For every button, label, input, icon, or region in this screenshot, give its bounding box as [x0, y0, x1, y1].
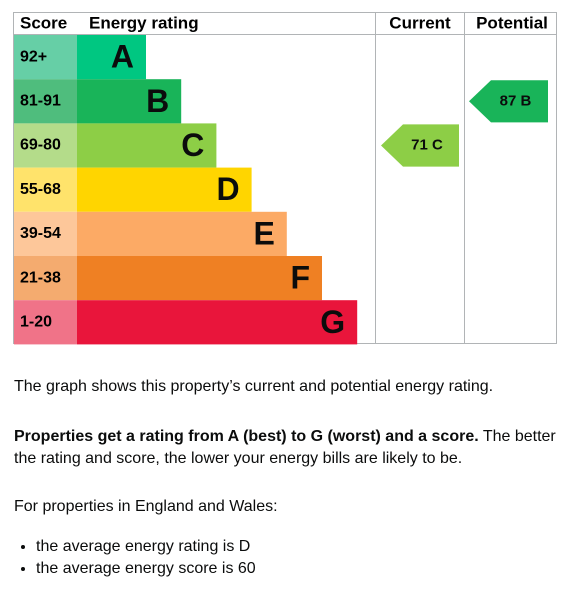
- header-current: Current: [389, 13, 451, 32]
- rating-bar: [77, 123, 217, 168]
- score-label: 92+: [20, 48, 47, 65]
- score-cell: [14, 167, 77, 212]
- rating-bar: [77, 300, 358, 345]
- text: The better the rating and score, the low…: [14, 428, 556, 467]
- score-label: 39-54: [20, 225, 61, 242]
- current-arrow: [381, 124, 459, 167]
- rating-letter: F: [290, 260, 310, 296]
- rating-letter: A: [111, 39, 134, 75]
- potential-label: 87 B: [500, 92, 532, 109]
- score-label: 69-80: [20, 137, 61, 154]
- epc-chart: Score Energy rating Current Potential 92…: [13, 12, 557, 345]
- rating-letter: G: [320, 304, 345, 340]
- bold-text: Properties get a rating from A (best) to…: [14, 428, 479, 445]
- rating-letter: D: [216, 171, 239, 207]
- score-cell: [14, 35, 77, 80]
- score-cell: [14, 300, 77, 345]
- score-label: 21-38: [20, 269, 61, 286]
- paragraph: The graph shows this property’s current …: [14, 378, 494, 395]
- current-label: 71 C: [411, 136, 443, 153]
- header-potential: Potential: [476, 13, 548, 32]
- list-item: the average energy rating is D: [36, 536, 556, 558]
- current-letter: C: [432, 136, 443, 153]
- list-item: the average energy score is 60: [36, 558, 556, 580]
- score-label: 1-20: [20, 314, 52, 331]
- list: the average energy rating is D the avera…: [14, 536, 556, 580]
- header-rating: Energy rating: [89, 13, 199, 32]
- paragraph: Properties get a rating from A (best) to…: [14, 426, 559, 470]
- rating-bar: [77, 211, 287, 256]
- score-label: 55-68: [20, 181, 61, 198]
- potential-arrow: [469, 80, 548, 123]
- score-cell: [14, 123, 77, 168]
- paragraph: For properties in England and Wales:: [14, 498, 278, 515]
- score-cell: [14, 256, 77, 301]
- score-cell: [14, 79, 77, 124]
- rating-letter: C: [181, 127, 204, 163]
- rating-bar: [77, 167, 252, 212]
- rating-bar: [77, 79, 182, 124]
- rating-letter: B: [146, 83, 169, 119]
- score-label: 81-91: [20, 93, 61, 110]
- score-cell: [14, 211, 77, 256]
- rating-letter: E: [253, 215, 274, 251]
- potential-letter: B: [521, 92, 532, 109]
- rating-bar: [77, 256, 322, 301]
- potential-value: 87: [500, 92, 517, 109]
- header-score: Score: [20, 13, 67, 32]
- current-value: 71: [411, 136, 428, 153]
- rating-bar: [77, 35, 146, 80]
